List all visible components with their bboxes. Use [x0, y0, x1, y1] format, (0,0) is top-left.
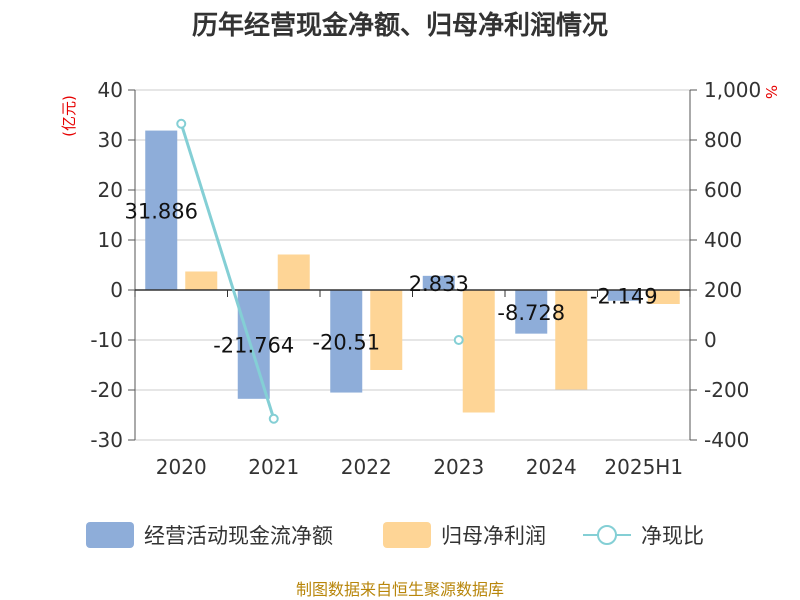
x-axis-tick-label: 2020	[156, 455, 207, 479]
right-axis-tick-label: -400	[704, 428, 749, 452]
ratio-point	[176, 118, 187, 129]
axes: 40 30 20 10 0 -10 -20 -30 1,000 800 600 400 200 0 -200…	[90, 78, 761, 479]
data-label-operating-cash: -20.51	[312, 330, 380, 354]
bar-operating-cash	[515, 290, 548, 334]
x-axis-tick-label: 2023	[433, 455, 484, 479]
right-axis-tick-label: 400	[704, 228, 742, 252]
ratio-line-segment	[179, 123, 276, 420]
chart-title: 历年经营现金净额、归母净利润情况	[192, 10, 608, 41]
bar-net-profit	[185, 271, 218, 290]
left-axis-tick-label: 0	[110, 278, 123, 302]
source-note: 制图数据来自恒生聚源数据库	[296, 580, 504, 599]
legend-label-net-profit: 归母净利润	[441, 524, 546, 548]
left-axis-tick-label: 10	[98, 228, 123, 252]
right-axis-tick-label: 200	[704, 278, 742, 302]
ratio-point	[268, 413, 279, 424]
data-label-operating-cash: 31.886	[125, 199, 198, 223]
x-axis-tick-label: 2024	[526, 455, 577, 479]
left-axis-tick-label: 20	[98, 178, 123, 202]
bar-net-profit	[370, 290, 403, 370]
bar-net-profit	[277, 254, 310, 290]
x-axis-tick-label: 2021	[248, 455, 299, 479]
data-label-operating-cash: -8.728	[497, 301, 565, 325]
bar-operating-cash	[422, 275, 455, 290]
legend-label-operating-cash: 经营活动现金流净额	[144, 524, 333, 548]
x-axis-tick-label: 2025H1	[604, 455, 683, 479]
data-labels: 31.886 -21.764 -20.51 2.833 -8.728 -2.149	[125, 199, 658, 357]
ratio-line	[176, 118, 464, 424]
bars	[145, 130, 680, 413]
left-axis-tick-label: -10	[90, 328, 123, 352]
left-axis-unit: (亿元)	[60, 95, 78, 137]
right-axis-tick-label: 600	[704, 178, 742, 202]
grid-lines	[135, 89, 690, 441]
data-label-operating-cash: 2.833	[409, 272, 469, 296]
left-axis-tick-label: -20	[90, 378, 123, 402]
legend-swatch-net-profit	[383, 522, 431, 548]
legend-marker-ratio	[597, 525, 617, 545]
right-axis-unit: %	[762, 85, 780, 99]
bar-operating-cash	[145, 130, 178, 290]
legend-label-ratio: 净现比	[641, 524, 704, 548]
right-axis-tick-label: -200	[704, 378, 749, 402]
left-axis-tick-label: 40	[98, 78, 123, 102]
right-axis-tick-label: 800	[704, 128, 742, 152]
bar-net-profit	[555, 290, 588, 390]
right-axis-tick-label: 1,000	[704, 78, 761, 102]
ratio-point	[453, 335, 464, 345]
bar-operating-cash	[237, 290, 270, 399]
x-axis-tick-label: 2022	[341, 455, 392, 479]
legend: 经营活动现金流净额 归母净利润 净现比	[86, 522, 704, 548]
bar-operating-cash	[607, 290, 640, 301]
data-label-operating-cash: -2.149	[590, 284, 658, 308]
bar-net-profit	[462, 290, 495, 413]
bar-operating-cash	[330, 290, 363, 393]
left-axis-tick-label: -30	[90, 428, 123, 452]
legend-swatch-operating-cash	[86, 522, 134, 548]
right-axis-tick-label: 0	[704, 328, 717, 352]
left-axis-tick-label: 30	[98, 128, 123, 152]
bar-net-profit	[647, 290, 680, 304]
data-label-operating-cash: -21.764	[213, 333, 294, 357]
